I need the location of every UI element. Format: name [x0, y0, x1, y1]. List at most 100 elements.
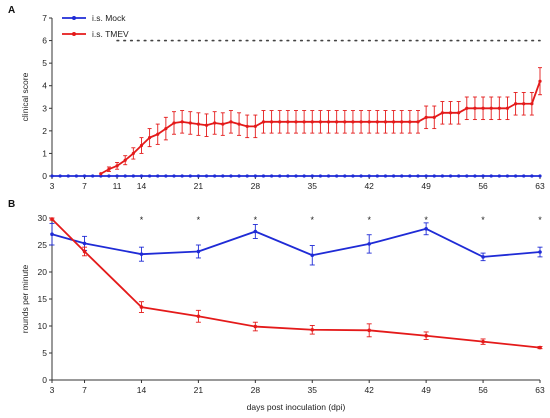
data-point [115, 164, 119, 168]
data-point [253, 124, 257, 128]
y-tick-label: 25 [38, 240, 48, 250]
data-point [310, 327, 315, 332]
data-point [497, 174, 501, 178]
data-point [131, 151, 135, 156]
data-point [180, 174, 184, 178]
data-point [172, 174, 176, 178]
data-point [530, 174, 534, 178]
x-tick-label: 42 [364, 181, 374, 191]
data-point [392, 174, 396, 178]
data-point [343, 174, 347, 178]
x-tick-label: 7 [82, 385, 87, 395]
data-point [367, 242, 372, 246]
significance-mark: * [424, 215, 428, 225]
y-tick-label: 6 [42, 36, 47, 46]
data-point [107, 174, 111, 178]
x-tick-label: 49 [421, 181, 431, 191]
data-point [310, 120, 314, 124]
data-point [245, 174, 249, 178]
data-point [367, 328, 372, 333]
x-tick-label: 28 [251, 181, 261, 191]
y-tick-label: 0 [42, 171, 47, 181]
data-point [180, 120, 184, 124]
legend-label: i.s. Mock [92, 13, 126, 23]
data-point [538, 250, 542, 254]
data-point [432, 115, 436, 119]
data-point [123, 158, 127, 162]
data-point [148, 136, 152, 140]
data-point [245, 124, 249, 128]
data-point [367, 174, 371, 178]
significance-mark: * [254, 215, 258, 225]
data-point [310, 174, 314, 178]
data-point [481, 174, 485, 178]
data-point [497, 106, 501, 110]
data-point [107, 167, 111, 171]
data-point [253, 229, 258, 234]
legend-swatch-marker [72, 32, 76, 36]
data-point [156, 132, 160, 136]
data-point [270, 174, 274, 178]
data-point [424, 333, 428, 338]
data-point [416, 174, 420, 178]
y-tick-label: 1 [42, 148, 47, 158]
data-point [326, 120, 331, 124]
data-point [448, 174, 453, 178]
data-point [196, 174, 200, 178]
data-point [50, 232, 54, 236]
data-point [424, 115, 428, 119]
data-point [139, 305, 144, 309]
data-point [221, 122, 225, 126]
data-point [302, 120, 306, 124]
data-point [123, 174, 127, 178]
data-point [139, 174, 144, 178]
y-tick-label: 15 [38, 294, 48, 304]
data-point [221, 174, 225, 178]
data-point [294, 120, 298, 124]
data-point [91, 174, 95, 178]
data-point [375, 120, 379, 124]
data-point [261, 174, 266, 178]
panel-letter: A [8, 5, 15, 16]
legend-swatch-marker [72, 16, 76, 20]
data-point [148, 174, 152, 178]
data-point [351, 174, 355, 178]
data-point [237, 174, 241, 178]
data-point [481, 339, 485, 344]
x-tick-label: 21 [194, 385, 204, 395]
data-point [408, 174, 412, 178]
data-point [196, 314, 201, 319]
series-line [51, 218, 541, 349]
y-tick-label: 20 [38, 267, 48, 277]
data-point [351, 120, 355, 124]
data-point [318, 174, 322, 178]
significance-mark: * [538, 215, 542, 225]
data-point [196, 249, 201, 254]
data-point [82, 174, 87, 178]
x-tick-label: 35 [308, 181, 318, 191]
data-point [400, 120, 404, 124]
data-point [489, 106, 493, 110]
x-tick-label: 49 [421, 385, 431, 395]
data-point [481, 106, 485, 110]
data-point [164, 174, 168, 178]
data-point [367, 120, 371, 124]
data-point [514, 102, 518, 106]
data-point [302, 174, 306, 178]
data-point [505, 174, 510, 178]
panel-letter: B [8, 199, 15, 210]
x-tick-label: 35 [308, 385, 318, 395]
y-tick-label: 3 [42, 103, 47, 113]
significance-mark: * [367, 215, 371, 225]
data-point [213, 174, 217, 178]
data-point [383, 174, 388, 178]
data-point [139, 143, 144, 148]
data-point [164, 127, 168, 131]
y-tick-label: 7 [42, 13, 47, 23]
x-tick-label: 28 [251, 385, 261, 395]
data-point [489, 174, 493, 178]
data-point [375, 174, 379, 178]
data-point [74, 174, 78, 178]
panel-b: B 0 5 10 15 20 25 30 3 7 14 21 28 35 42 49 56 63 rounds pe… [8, 199, 545, 412]
data-point [326, 174, 331, 178]
